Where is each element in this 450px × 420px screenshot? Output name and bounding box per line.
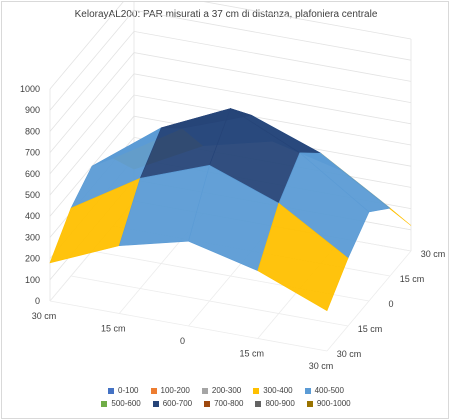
surface-patch: [257, 202, 349, 312]
z-tick-label: 200: [25, 254, 40, 264]
z-tick-label: 0: [35, 296, 40, 306]
z-tick-label: 1000: [20, 84, 40, 94]
legend-item: 600-700: [152, 399, 193, 408]
y-tick-label: 30 cm: [421, 249, 446, 259]
gridline: [326, 250, 412, 352]
y-tick-label: 30 cm: [337, 349, 362, 359]
legend-swatch: [108, 387, 115, 394]
x-tick-label: 30 cm: [32, 311, 57, 321]
legend-label: 800-900: [265, 399, 295, 408]
legend-label: 400-500: [314, 386, 344, 395]
legend-swatch: [253, 387, 260, 394]
legend-swatch: [101, 400, 108, 407]
z-tick-label: 700: [25, 148, 40, 158]
x-tick-label: 30 cm: [309, 361, 334, 371]
legend-swatch: [304, 387, 311, 394]
legend-label: 100-200: [160, 386, 190, 395]
legend-item: 700-800: [204, 399, 243, 408]
surface-plot: 0 100 200 300 400 500 600 700 800 900 1000 30 cm 15 …: [20, 2, 446, 371]
legend-swatch: [255, 400, 262, 407]
legend-row: 0-100 100-200 200-300 300-400 400-500: [2, 386, 450, 395]
y-tick-label: 15 cm: [400, 274, 425, 284]
legend-item: 900-1000: [306, 399, 351, 408]
y-tick-label: 15 cm: [358, 324, 383, 334]
legend-row: 500-600 600-700 700-800 800-900 900-1000: [2, 399, 450, 408]
legend: 0-100 100-200 200-300 300-400 400-500 500-600…: [2, 386, 450, 412]
legend-swatch: [152, 400, 159, 407]
legend-label: 300-400: [263, 386, 293, 395]
z-tick-label: 500: [25, 190, 40, 200]
z-tick-label: 400: [25, 211, 40, 221]
x-tick-label: 0: [180, 336, 185, 346]
legend-swatch: [201, 387, 208, 394]
legend-swatch: [306, 400, 313, 407]
legend-item: 200-300: [201, 386, 242, 395]
surface: [49, 108, 412, 312]
legend-label: 600-700: [162, 399, 193, 408]
gridline: [49, 9, 412, 111]
legend-label: 500-600: [111, 399, 141, 408]
gridline: [49, 2, 412, 90]
legend-item: 100-200: [150, 386, 190, 395]
legend-swatch: [150, 387, 157, 394]
z-tick-label: 600: [25, 169, 40, 179]
legend-item: 400-500: [304, 386, 344, 395]
legend-swatch: [204, 400, 211, 407]
z-tick-label: 100: [25, 275, 40, 285]
z-tick-label: 300: [25, 232, 40, 242]
legend-item: 300-400: [253, 386, 293, 395]
y-tick-label: 0: [388, 299, 393, 309]
legend-label: 0-100: [118, 386, 139, 395]
legend-label: 900-1000: [316, 399, 351, 408]
legend-item: 500-600: [101, 399, 141, 408]
legend-label: 700-800: [214, 399, 244, 408]
legend-item: 800-900: [255, 399, 295, 408]
x-tick-label: 15 cm: [101, 324, 126, 334]
x-tick-label: 15 cm: [239, 349, 264, 359]
legend-item: 0-100: [108, 386, 139, 395]
z-tick-label: 800: [25, 126, 40, 136]
chart-title: KelorayAL200: PAR misurati a 37 cm di di…: [74, 9, 378, 20]
z-tick-label: 900: [25, 105, 40, 115]
legend-label: 200-300: [211, 386, 242, 395]
